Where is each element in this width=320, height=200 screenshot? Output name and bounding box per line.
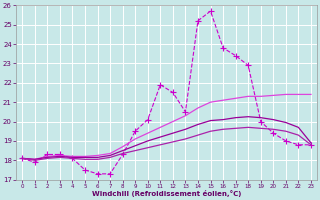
X-axis label: Windchill (Refroidissement éolien,°C): Windchill (Refroidissement éolien,°C) xyxy=(92,190,241,197)
